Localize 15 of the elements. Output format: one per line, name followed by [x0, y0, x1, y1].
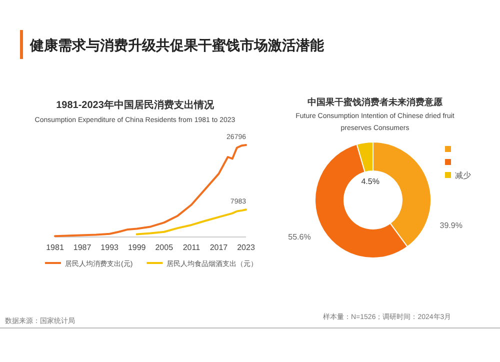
x-tick-label: 2017 [210, 243, 228, 252]
x-tick-label: 2005 [155, 243, 174, 252]
data-label: 39.9% [440, 220, 462, 230]
x-tick-label: 2023 [237, 243, 256, 252]
data-label: 55.6% [288, 232, 311, 242]
x-tick-label: 1999 [128, 243, 146, 252]
x-tick-label: 2011 [182, 243, 201, 252]
text: 健康需求与消费升级共促果干蜜饯市场激活潜能 [29, 37, 325, 53]
x-tick-label: 1993 [100, 243, 120, 252]
data-label: 4.5% [361, 177, 380, 186]
x-tick-label: 1987 [73, 243, 92, 252]
x-tick-label: 1981 [46, 243, 64, 252]
chart-title: 1981-2023年中国居民消费支出情况 [56, 99, 215, 111]
legend-label: 减少 [455, 171, 471, 180]
chart-title: 中国果干蜜饯消费者未来消费意愿 [308, 97, 444, 107]
